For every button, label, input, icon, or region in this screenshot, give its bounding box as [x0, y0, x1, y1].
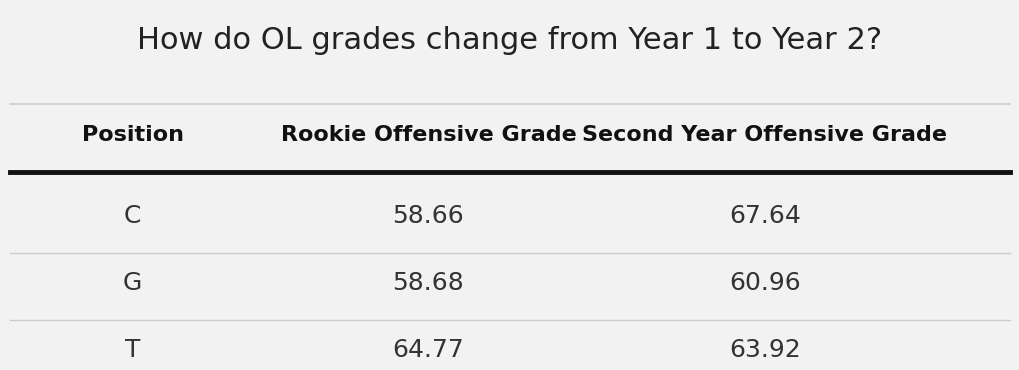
Text: T: T: [124, 338, 141, 361]
Text: Position: Position: [82, 125, 183, 145]
Text: G: G: [123, 271, 142, 295]
Text: 64.77: 64.77: [392, 338, 464, 361]
Text: 67.64: 67.64: [729, 205, 800, 228]
Text: 63.92: 63.92: [729, 338, 800, 361]
Text: 58.66: 58.66: [392, 205, 464, 228]
Text: 58.68: 58.68: [392, 271, 464, 295]
Text: Rookie Offensive Grade: Rookie Offensive Grade: [280, 125, 576, 145]
Text: 60.96: 60.96: [729, 271, 800, 295]
Text: How do OL grades change from Year 1 to Year 2?: How do OL grades change from Year 1 to Y…: [138, 26, 881, 55]
Text: Second Year Offensive Grade: Second Year Offensive Grade: [582, 125, 947, 145]
Text: C: C: [123, 205, 142, 228]
